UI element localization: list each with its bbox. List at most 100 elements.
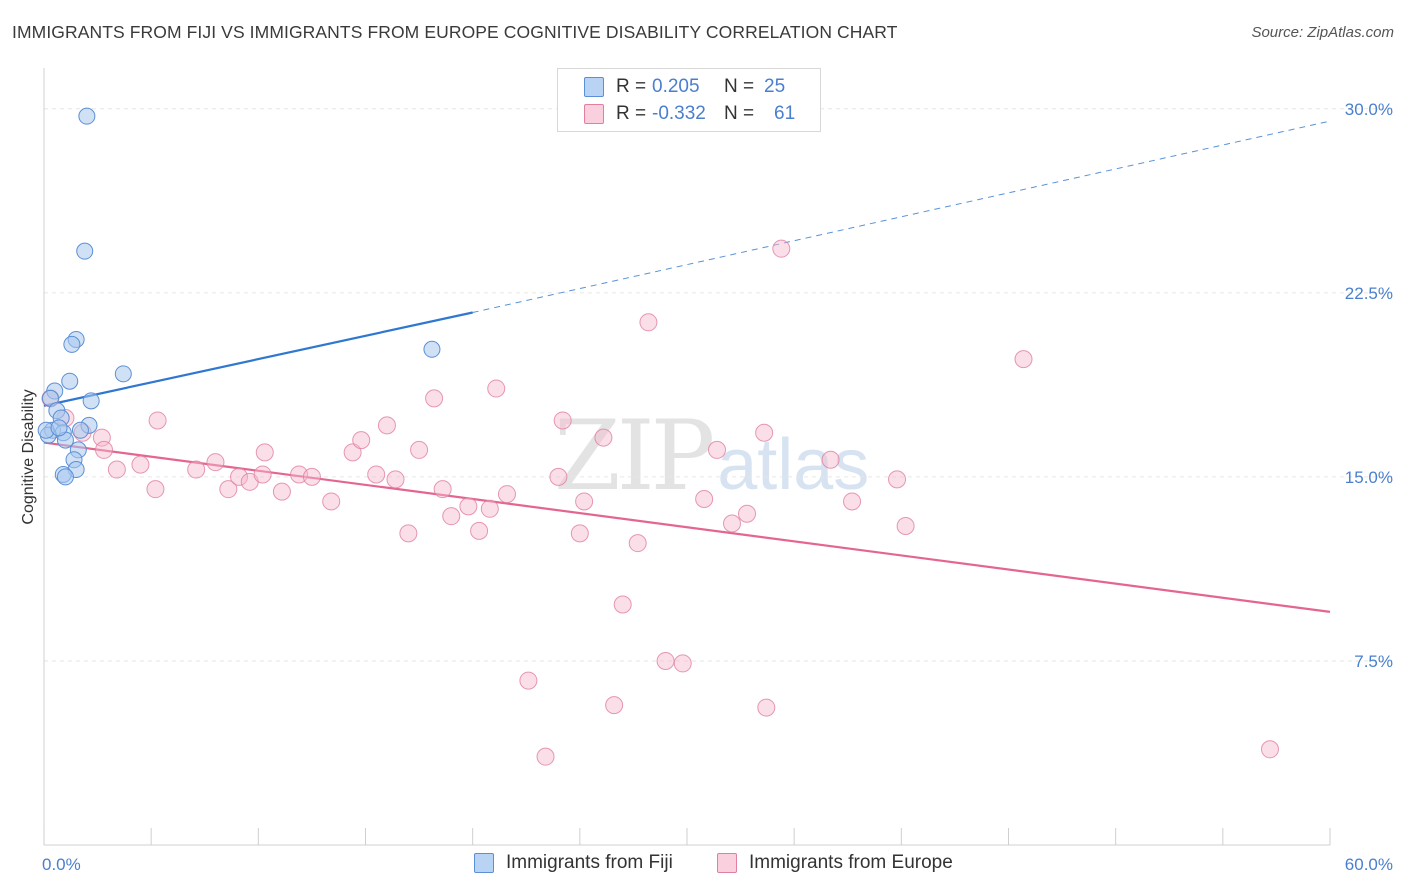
fiji-trend-extension	[472, 120, 1331, 313]
y-tick-label: 7.5%	[1354, 652, 1393, 671]
europe-point	[639, 313, 658, 332]
europe-point	[519, 671, 538, 690]
fiji-point	[50, 419, 68, 437]
europe-point	[367, 465, 386, 484]
europe-point	[206, 453, 225, 472]
legend-item-europe[interactable]: Immigrants from Europe	[717, 852, 953, 874]
source-label: Source: ZipAtlas.com	[1251, 24, 1394, 41]
europe-point	[755, 423, 774, 442]
europe-point	[399, 524, 418, 543]
europe-point	[219, 480, 238, 499]
europe-point	[896, 516, 915, 535]
europe-point	[425, 389, 444, 408]
europe-point	[843, 492, 862, 511]
europe-point	[888, 470, 907, 489]
axes	[43, 68, 1331, 846]
europe-point	[738, 504, 757, 523]
europe-point	[272, 482, 291, 501]
legend-n-value: 25	[764, 76, 786, 97]
trend-lines	[43, 120, 1331, 613]
europe-point	[187, 460, 206, 479]
y-axis-label: Cognitive Disability	[20, 389, 37, 524]
legend-r-label: R =	[616, 76, 647, 97]
y-tick-label: 30.0%	[1345, 100, 1393, 119]
fiji-point	[56, 468, 74, 486]
fiji-point	[71, 421, 89, 439]
europe-point	[386, 470, 405, 489]
watermark-atlas: atlas	[717, 425, 870, 505]
y-tick-label: 15.0%	[1345, 468, 1393, 487]
legend-item-label: Immigrants from Europe	[749, 852, 953, 873]
europe-point	[410, 440, 429, 459]
fiji-point	[61, 372, 79, 390]
europe-point	[628, 534, 647, 553]
fiji-point	[63, 335, 81, 353]
legend-row-europe: R = -0.332 N = 61	[584, 101, 795, 127]
europe-point	[695, 489, 714, 508]
fiji-point	[82, 392, 100, 410]
europe-point	[107, 460, 126, 479]
correlation-legend: R = 0.205 N = 25 R = -0.332 N = 61	[557, 68, 821, 132]
europe-point	[322, 492, 341, 511]
europe-point	[442, 507, 461, 526]
europe-point	[343, 443, 362, 462]
legend-n-value: 61	[774, 103, 796, 124]
europe-point	[821, 450, 840, 469]
europe-point	[497, 485, 516, 504]
legend-r-value: -0.332	[652, 103, 706, 124]
europe-point	[575, 492, 594, 511]
fiji-trend-line	[43, 311, 473, 407]
fiji-points	[37, 107, 441, 486]
legend-n-label: N =	[724, 103, 755, 124]
europe-point	[146, 480, 165, 499]
europe-point	[459, 497, 478, 516]
fiji-point	[76, 242, 94, 260]
europe-point	[131, 455, 150, 474]
fiji-point	[114, 365, 132, 383]
chart-title: IMMIGRANTS FROM FIJI VS IMMIGRANTS FROM …	[12, 22, 898, 42]
legend-r-value: 0.205	[652, 76, 700, 97]
europe-point	[302, 467, 321, 486]
legend-r-label: R =	[616, 103, 647, 124]
europe-point	[708, 440, 727, 459]
europe-point	[723, 514, 742, 533]
europe-point	[1014, 350, 1033, 369]
europe-point	[549, 467, 568, 486]
europe-point	[95, 440, 114, 459]
europe-point	[433, 480, 452, 499]
fiji-point	[78, 107, 96, 125]
europe-point	[1260, 740, 1279, 759]
europe-point	[605, 696, 624, 715]
legend-item-fiji[interactable]: Immigrants from Fiji	[474, 852, 673, 874]
europe-point	[470, 521, 489, 540]
europe-point	[487, 379, 506, 398]
legend-n-label: N =	[724, 76, 755, 97]
europe-point	[253, 465, 272, 484]
europe-point	[536, 747, 555, 766]
europe-point	[656, 651, 675, 670]
europe-point	[148, 411, 167, 430]
europe-point	[570, 524, 589, 543]
fiji-swatch	[474, 853, 494, 873]
europe-point	[757, 698, 776, 717]
europe-point	[377, 416, 396, 435]
europe-point	[673, 654, 692, 673]
legend-row-fiji: R = 0.205 N = 25	[584, 74, 785, 100]
fiji-point	[423, 340, 441, 358]
europe-point	[553, 411, 572, 430]
fiji-swatch	[584, 77, 604, 97]
legend-item-label: Immigrants from Fiji	[506, 852, 673, 873]
europe-point	[352, 431, 371, 450]
series-legend: Immigrants from Fiji Immigrants from Eur…	[0, 852, 1406, 878]
europe-point	[230, 467, 249, 486]
europe-point	[255, 443, 274, 462]
europe-swatch	[584, 104, 604, 124]
gridlines	[44, 108, 1392, 662]
europe-points	[41, 239, 1279, 766]
europe-point	[772, 239, 791, 258]
europe-point	[594, 428, 613, 447]
europe-trend-line	[43, 441, 1331, 613]
europe-point	[480, 499, 499, 518]
tick-labels: 0.0% 60.0% Cognitive Disability 7.5% 15.0…	[20, 100, 1393, 874]
